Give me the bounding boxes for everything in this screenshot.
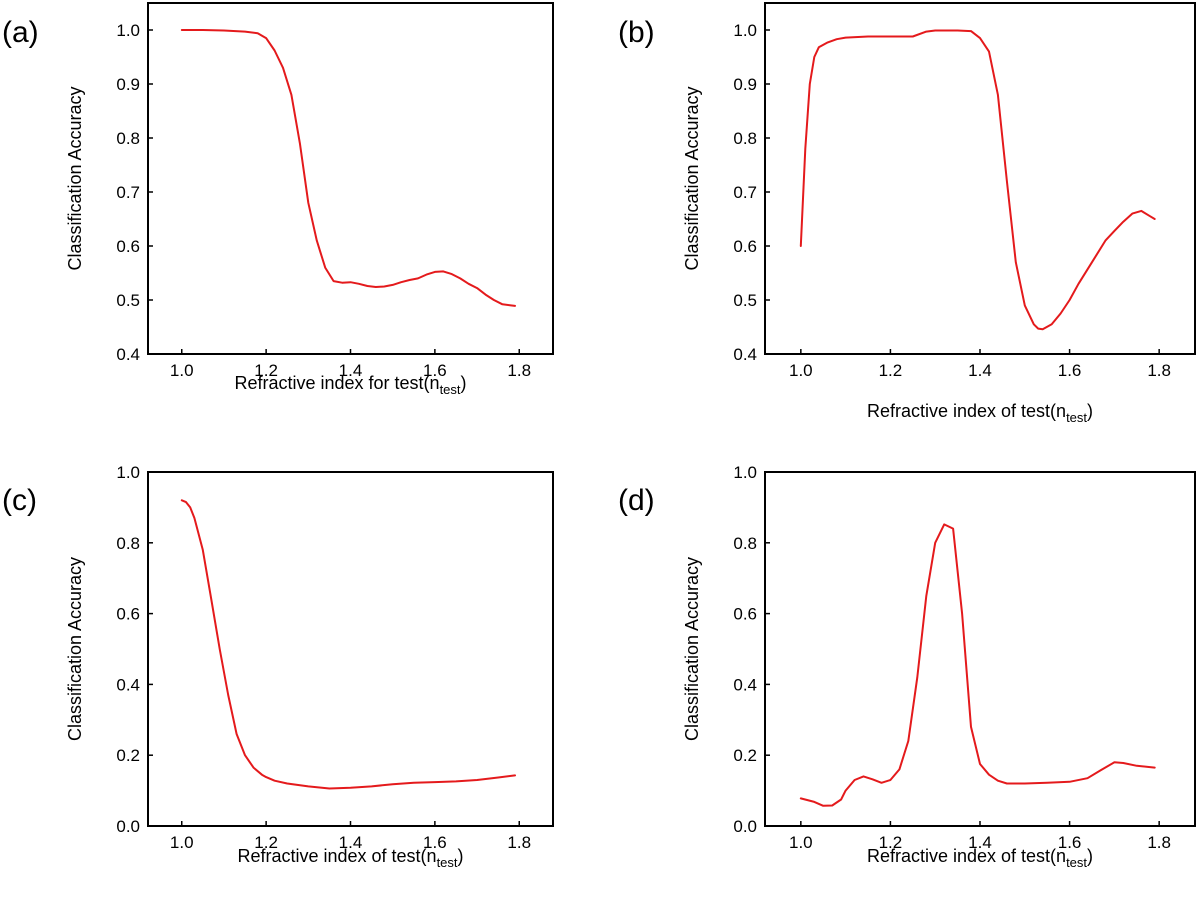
- x-tick-label: 1.2: [254, 361, 278, 380]
- panel-c: (c) Classification Accuracy Refractive i…: [2, 463, 554, 870]
- y-tick-label: 0.4: [733, 345, 757, 364]
- y-tick-label: 0.9: [733, 75, 757, 94]
- x-axis-label-main: Refractive index of test(n: [237, 846, 436, 866]
- y-tick-label: 0.6: [733, 237, 757, 256]
- panel-d: (d) Classification Accuracy Refractive i…: [618, 463, 1196, 870]
- x-axis-label-main: Refractive index of test(n: [867, 401, 1066, 421]
- x-tick-label: 1.2: [879, 833, 903, 852]
- x-axis-label-end: ): [458, 846, 464, 866]
- y-axis-label: Classification Accuracy: [65, 86, 85, 270]
- y-tick-label: 0.6: [116, 605, 140, 624]
- y-tick-label: 0.4: [116, 345, 140, 364]
- x-axis-label-subscript: test: [1066, 410, 1087, 425]
- x-tick-label: 1.6: [1058, 833, 1082, 852]
- y-tick-label: 1.0: [733, 463, 757, 482]
- x-axis-label-subscript: test: [440, 382, 461, 397]
- y-tick-label: 0.5: [733, 291, 757, 310]
- y-axis-label: Classification Accuracy: [65, 557, 85, 741]
- y-tick-label: 0.6: [733, 605, 757, 624]
- x-tick-label: 1.4: [968, 361, 992, 380]
- x-axis-label-subscript: test: [437, 855, 458, 870]
- x-tick-label: 1.8: [1147, 361, 1171, 380]
- x-tick-label: 1.6: [423, 833, 447, 852]
- y-tick-label: 0.8: [116, 129, 140, 148]
- x-tick-label: 1.0: [789, 833, 813, 852]
- x-tick-label: 1.8: [507, 361, 531, 380]
- panel-label: (a): [2, 16, 39, 49]
- data-series-line: [180, 499, 516, 790]
- x-tick-label: 1.0: [789, 361, 813, 380]
- y-tick-label: 0.8: [733, 534, 757, 553]
- plot-frame: [147, 2, 554, 355]
- x-tick-label: 1.6: [1058, 361, 1082, 380]
- x-axis-label-end: ): [1087, 401, 1093, 421]
- x-tick-label: 1.8: [1147, 833, 1171, 852]
- panel-a: (a) Classification Accuracy Refractive i…: [2, 2, 554, 397]
- x-tick-label: 1.8: [507, 833, 531, 852]
- y-tick-label: 0.7: [116, 183, 140, 202]
- x-tick-label: 1.4: [339, 361, 363, 380]
- plot-frame: [764, 471, 1196, 827]
- y-tick-label: 0.8: [733, 129, 757, 148]
- x-tick-label: 1.6: [423, 361, 447, 380]
- y-tick-label: 0.4: [116, 675, 140, 694]
- x-tick-label: 1.2: [879, 361, 903, 380]
- panel-label: (b): [618, 16, 655, 49]
- y-axis-label: Classification Accuracy: [682, 557, 702, 741]
- y-tick-label: 0.0: [733, 817, 757, 836]
- x-axis-label: Refractive index of test(ntest): [867, 846, 1093, 870]
- y-tick-label: 0.2: [116, 746, 140, 765]
- plot-frame: [764, 2, 1196, 355]
- x-tick-label: 1.0: [170, 833, 194, 852]
- y-tick-label: 0.2: [733, 746, 757, 765]
- y-tick-label: 0.8: [116, 534, 140, 553]
- x-axis-label-main: Refractive index for test(n: [234, 373, 439, 393]
- panel-label: (c): [2, 484, 37, 517]
- y-tick-label: 0.9: [116, 75, 140, 94]
- x-tick-label: 1.4: [968, 833, 992, 852]
- x-axis-label-main: Refractive index of test(n: [867, 846, 1066, 866]
- x-axis-label-end: ): [1087, 846, 1093, 866]
- y-axis-label: Classification Accuracy: [682, 86, 702, 270]
- y-tick-label: 1.0: [116, 463, 140, 482]
- x-tick-label: 1.2: [254, 833, 278, 852]
- x-axis-label: Refractive index of test(ntest): [867, 401, 1093, 425]
- x-tick-label: 1.0: [170, 361, 194, 380]
- y-tick-label: 0.6: [116, 237, 140, 256]
- data-series-line: [180, 29, 516, 307]
- x-axis-label-end: ): [461, 373, 467, 393]
- plot-frame: [147, 471, 554, 827]
- y-tick-label: 0.7: [733, 183, 757, 202]
- y-tick-label: 0.0: [116, 817, 140, 836]
- x-tick-label: 1.4: [339, 833, 363, 852]
- y-tick-label: 1.0: [116, 21, 140, 40]
- y-tick-label: 1.0: [733, 21, 757, 40]
- data-series-line: [799, 523, 1156, 807]
- x-axis-label: Refractive index for test(ntest): [234, 373, 466, 397]
- y-tick-label: 0.5: [116, 291, 140, 310]
- data-series-line: [799, 29, 1156, 331]
- panel-label: (d): [618, 484, 655, 517]
- y-tick-label: 0.4: [733, 675, 757, 694]
- panel-b: (b) Classification Accuracy Refractive i…: [618, 2, 1196, 425]
- x-axis-label-subscript: test: [1066, 855, 1087, 870]
- x-axis-label: Refractive index of test(ntest): [237, 846, 463, 870]
